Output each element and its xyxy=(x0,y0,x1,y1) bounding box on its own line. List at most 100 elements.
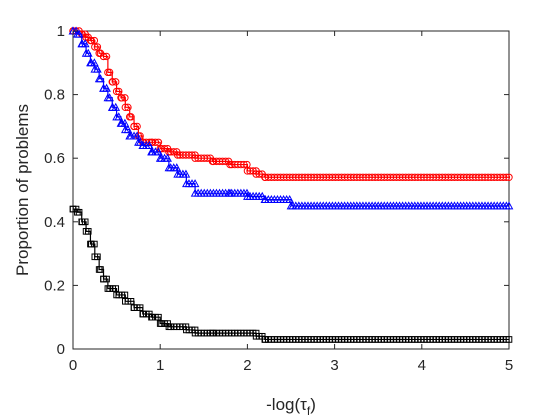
data-point xyxy=(182,179,191,188)
data-point xyxy=(505,173,513,181)
data-point xyxy=(226,160,234,169)
data-point xyxy=(99,52,108,61)
data-point-marker xyxy=(115,87,123,96)
y-tick-label: 0.6 xyxy=(44,150,65,167)
data-point-marker xyxy=(499,173,508,181)
data-point xyxy=(252,332,260,340)
data-point xyxy=(286,201,296,210)
data-point xyxy=(138,140,148,149)
data-point-marker xyxy=(81,218,89,226)
series-circle xyxy=(69,27,513,181)
data-point xyxy=(87,240,94,248)
data-point xyxy=(103,93,113,102)
data-point-marker xyxy=(112,78,120,86)
data-point xyxy=(130,122,138,131)
data-point xyxy=(81,48,91,57)
data-point xyxy=(107,102,117,111)
data-point-marker xyxy=(255,170,263,178)
data-point xyxy=(100,275,107,283)
data-point xyxy=(90,64,100,73)
data-point xyxy=(261,173,269,181)
plot-area xyxy=(72,30,510,350)
data-point xyxy=(156,320,164,327)
data-point-marker xyxy=(124,103,132,112)
data-point xyxy=(117,94,125,102)
data-point xyxy=(139,310,147,318)
data-point xyxy=(225,188,235,197)
data-point-marker xyxy=(154,147,163,156)
data-point xyxy=(209,329,216,337)
data-point xyxy=(148,313,155,321)
data-point xyxy=(95,266,103,273)
data-point-marker xyxy=(181,169,191,178)
data-point xyxy=(94,74,104,83)
data-point-marker xyxy=(257,191,267,200)
data-point xyxy=(120,125,130,134)
y-axis-label: Proportion of problems xyxy=(13,104,32,276)
data-point-marker xyxy=(151,138,160,147)
data-point xyxy=(91,253,99,261)
data-point xyxy=(243,191,252,200)
data-point xyxy=(73,29,82,38)
x-tick-label: 0 xyxy=(69,357,77,374)
data-point xyxy=(125,131,135,140)
data-point xyxy=(243,167,252,175)
data-point-marker xyxy=(172,163,182,172)
data-point xyxy=(164,163,174,172)
data-point xyxy=(173,151,182,159)
data-point xyxy=(77,39,87,48)
series-square xyxy=(69,205,513,343)
data-point xyxy=(165,148,173,156)
data-point-marker xyxy=(91,240,98,248)
data-point xyxy=(104,68,112,77)
data-point xyxy=(86,58,95,67)
data-point xyxy=(183,326,190,334)
data-point xyxy=(125,113,134,121)
series-layer xyxy=(68,26,514,343)
data-point-marker xyxy=(190,179,200,188)
data-point-marker xyxy=(112,285,120,292)
x-tick-label: 1 xyxy=(156,357,164,374)
data-point xyxy=(104,285,112,292)
data-point-marker xyxy=(132,131,142,140)
data-point xyxy=(190,188,200,197)
data-point xyxy=(112,87,121,96)
data-point xyxy=(121,103,130,112)
data-point xyxy=(108,78,116,86)
data-point-marker xyxy=(242,188,252,197)
data-point-marker xyxy=(163,153,172,162)
data-point xyxy=(91,43,99,51)
data-point xyxy=(505,336,513,343)
data-point-marker xyxy=(240,160,248,169)
data-point xyxy=(99,83,108,92)
data-point xyxy=(261,336,269,343)
data-point-marker xyxy=(121,291,129,299)
data-point xyxy=(173,169,182,178)
data-point xyxy=(504,201,514,210)
data-point-marker xyxy=(144,140,154,149)
y-tick-label: 0 xyxy=(57,341,65,358)
data-point xyxy=(260,194,270,204)
data-point xyxy=(122,298,129,305)
x-tick-label: 2 xyxy=(243,357,251,374)
data-point xyxy=(116,118,126,127)
data-point xyxy=(155,153,165,162)
data-point xyxy=(78,218,86,226)
data-point xyxy=(113,291,120,299)
x-tick-label: 5 xyxy=(505,357,513,374)
data-point-marker xyxy=(285,194,295,204)
data-point-marker xyxy=(155,313,162,321)
data-point xyxy=(208,157,217,166)
data-point xyxy=(191,154,199,162)
data-point-marker xyxy=(102,52,111,61)
data-point xyxy=(74,208,81,216)
y-tick-label: 0.4 xyxy=(44,214,65,231)
data-point-marker xyxy=(502,173,511,181)
ticks-layer: 0 1 2 3 4 5 0 0.2 0.4 0.6 0.8 1 xyxy=(44,23,513,374)
x-tick-label: 4 xyxy=(418,357,426,374)
data-point xyxy=(86,36,95,45)
y-tick-label: 0.2 xyxy=(44,277,65,294)
data-point xyxy=(165,323,173,331)
data-point xyxy=(252,170,260,178)
